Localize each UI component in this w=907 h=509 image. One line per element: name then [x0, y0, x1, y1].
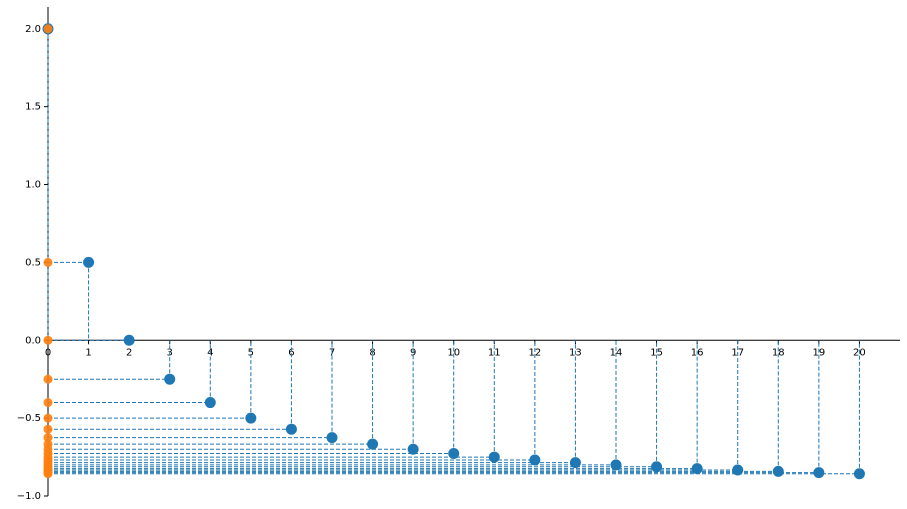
x-tick-label: 18 — [772, 347, 785, 358]
point — [813, 467, 825, 479]
x-tick-label: 12 — [528, 347, 541, 358]
projected-point — [43, 257, 53, 267]
projected-point — [43, 469, 53, 479]
projected-point — [43, 24, 53, 34]
x-tick-label: 2 — [126, 347, 132, 358]
projected-point — [43, 413, 53, 423]
point — [326, 432, 338, 444]
y-tick-label: 2.0 — [25, 24, 41, 35]
point — [123, 334, 135, 346]
point — [853, 468, 865, 480]
y-tick-label: −0.5 — [17, 413, 41, 424]
y-tick-label: 0.0 — [25, 335, 41, 346]
y-tick-label: 0.5 — [25, 257, 41, 268]
projected-point — [43, 424, 53, 434]
projected-point — [43, 398, 53, 408]
point — [245, 412, 257, 424]
point — [83, 256, 95, 268]
y-tick-label: −1.0 — [17, 491, 41, 502]
point — [651, 461, 663, 473]
x-tick-label: 10 — [447, 347, 460, 358]
point — [691, 463, 703, 475]
x-tick-label: 14 — [610, 347, 623, 358]
y-tick-label: 1.0 — [25, 180, 41, 191]
x-tick-label: 6 — [288, 347, 294, 358]
point — [367, 438, 379, 450]
point — [569, 457, 581, 469]
point — [488, 451, 500, 463]
point — [732, 464, 744, 476]
point — [407, 443, 419, 455]
point — [610, 459, 622, 471]
x-tick-label: 19 — [812, 347, 825, 358]
point — [448, 447, 460, 459]
point — [164, 373, 176, 385]
point — [772, 465, 784, 477]
point — [529, 454, 541, 466]
x-tick-label: 1 — [85, 347, 91, 358]
point — [204, 397, 216, 409]
y-tick-label: 1.5 — [25, 102, 41, 113]
x-tick-label: 0 — [45, 347, 51, 358]
projected-point — [43, 433, 53, 443]
point — [285, 423, 297, 435]
projected-point — [43, 374, 53, 384]
x-tick-label: 5 — [248, 347, 254, 358]
projected-point — [43, 335, 53, 345]
